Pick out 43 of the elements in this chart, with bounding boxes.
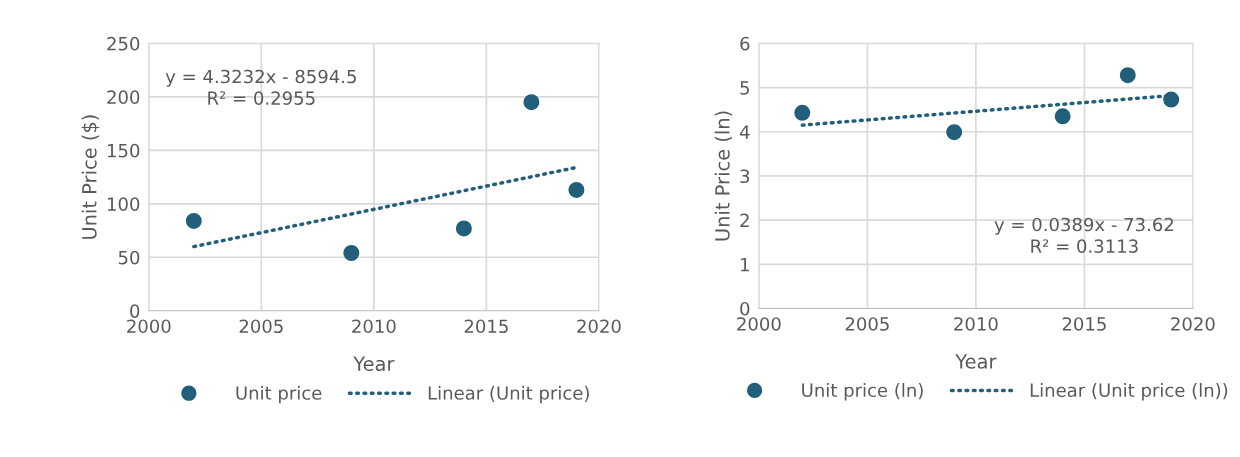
y-tick-label: 6 (740, 36, 750, 51)
x-tick-label: 2010 (954, 317, 998, 331)
point (1119, 67, 1136, 84)
point (1054, 108, 1071, 125)
point (794, 104, 811, 121)
y-tick-label: 1 (741, 257, 749, 272)
y-tick-label: 250 (107, 36, 140, 51)
annotation: y = 4.3232x - 8594.5 R² = 0.2955 (165, 69, 356, 105)
y-tick-label: 4 (739, 125, 750, 139)
legend-label: Linear (Unit price (ln)) (1030, 383, 1228, 401)
y-tick-label: 5 (740, 81, 749, 95)
x-tick-label: 2020 (1171, 317, 1215, 331)
x-axis-title: Year (353, 356, 395, 372)
y-tick-label: 200 (107, 90, 140, 104)
legend-label: Unit price (ln) (802, 383, 923, 401)
x-tick-label: 2015 (1062, 317, 1106, 331)
point (343, 245, 360, 261)
y-tick-label: 0 (740, 301, 750, 316)
x-axis-title: Year (955, 354, 997, 369)
annotation: y = 0.0389x - 73.62 R² = 0.3113 (994, 217, 1173, 253)
point (185, 212, 202, 229)
x-tick-label: 2015 (464, 319, 508, 334)
legend-label: Unit price (236, 385, 322, 404)
point (568, 181, 585, 198)
x-tick-label: 2010 (352, 319, 396, 334)
x-tick-label: 2005 (239, 319, 283, 334)
x-tick-label: 2005 (845, 317, 889, 331)
x-tick-label: 2000 (737, 317, 781, 331)
y-axis-title: Unit Price (ln) (714, 111, 733, 241)
legend-label: Linear (Unit price) (428, 385, 589, 404)
y-tick-label: 0 (130, 304, 140, 318)
y-tick-label: 3 (740, 169, 750, 184)
x-tick-label: 2000 (127, 319, 171, 334)
point (946, 124, 963, 141)
y-tick-label: 100 (107, 197, 140, 211)
y-axis-title: Unit Price ($) (81, 115, 100, 239)
point (523, 94, 540, 111)
point (1163, 91, 1180, 108)
y-tick-label: 150 (107, 143, 140, 158)
point (455, 220, 472, 237)
x-tick-label: 2020 (577, 319, 621, 334)
y-tick-label: 50 (118, 250, 140, 265)
y-tick-label: 2 (740, 213, 749, 227)
